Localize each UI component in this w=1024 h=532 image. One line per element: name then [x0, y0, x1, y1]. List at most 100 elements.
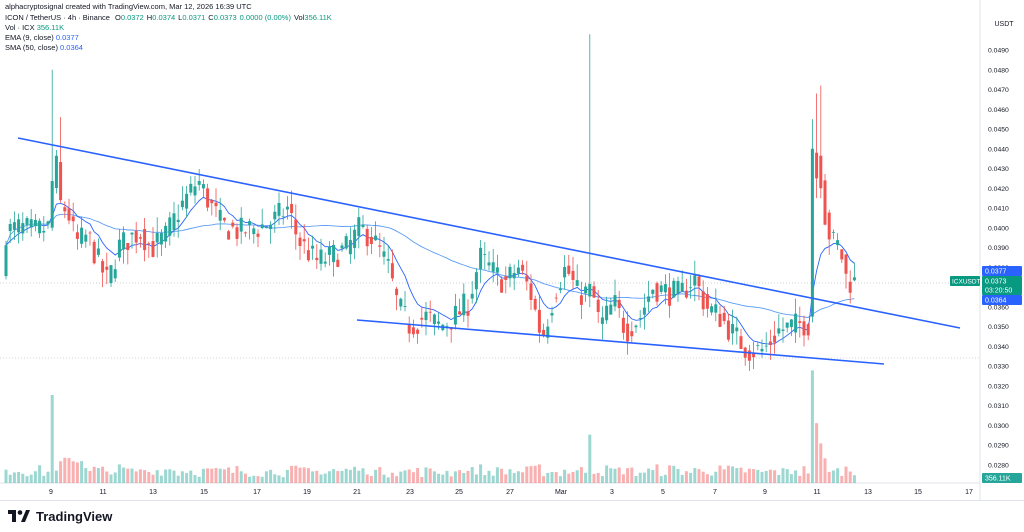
candle-body — [852, 277, 856, 281]
x-tick-label: 15 — [914, 489, 922, 496]
volume-bar — [290, 465, 294, 483]
y-tick-label: 0.0420 — [988, 186, 1009, 193]
volume-bar — [264, 471, 268, 483]
candle-body — [25, 218, 29, 225]
candle-body — [96, 248, 100, 255]
volume-bar — [500, 468, 504, 483]
price-chart[interactable]: USDT 0.0490 0.0480 0.0470 0.0460 0.0450 0.0440… — [0, 0, 1024, 500]
candle-body — [130, 232, 134, 235]
candle-body — [75, 232, 79, 239]
volume-bar — [231, 472, 235, 483]
upper-trendline[interactable] — [17, 137, 961, 329]
volume-bar — [374, 469, 378, 483]
volume-bar — [327, 471, 331, 483]
volume-bar — [840, 475, 844, 483]
candle-body — [273, 211, 277, 220]
x-tick-label: 15 — [200, 489, 208, 496]
volume-bar — [63, 457, 67, 483]
volume-bar — [218, 468, 222, 483]
chart-credit: alphacryptosignal created with TradingVi… — [5, 2, 252, 11]
candle-body — [571, 270, 575, 280]
candle-body — [54, 155, 58, 188]
ohlc-value: 0.0371 — [182, 13, 206, 22]
candle-body — [323, 261, 327, 264]
candle-body — [8, 223, 12, 232]
candle-body — [668, 287, 672, 306]
volume-bar — [269, 469, 273, 483]
volume-bar — [340, 470, 344, 483]
volume-bar — [235, 466, 239, 483]
candle-body — [437, 321, 441, 324]
volume-bar — [302, 467, 306, 483]
volume-bar — [59, 461, 63, 483]
volume-bar — [672, 465, 676, 483]
candle-body — [340, 245, 344, 249]
candle-body — [806, 324, 810, 336]
candle-body — [848, 281, 852, 293]
candle-body — [378, 245, 382, 247]
candle-body — [290, 203, 294, 214]
candle-body — [735, 327, 739, 332]
candle-body — [298, 237, 302, 246]
volume-bar — [571, 471, 575, 483]
volume-bar — [273, 474, 277, 483]
candle-body — [474, 272, 478, 290]
countdown-tag: 03:20:50 — [985, 288, 1012, 295]
volume-bar — [122, 467, 126, 483]
volume-bar — [277, 475, 281, 483]
volume-bar — [306, 468, 310, 483]
candle-body — [588, 283, 592, 297]
volume-bar — [785, 469, 789, 483]
candle-body — [840, 249, 844, 260]
volume-bar — [75, 462, 79, 483]
candle-body — [693, 275, 697, 286]
volume-bar — [298, 467, 302, 483]
price-axis[interactable] — [980, 0, 1024, 500]
volume-bar — [197, 476, 201, 483]
volume-bar — [159, 475, 163, 483]
x-tick-label: 9 — [49, 489, 53, 496]
candle-body — [269, 224, 273, 230]
candle-body — [529, 283, 533, 300]
candle-body — [819, 155, 823, 189]
volume-bar — [80, 461, 84, 483]
candle-body — [185, 193, 189, 209]
candle-body — [579, 295, 583, 305]
y-tick-label: 0.0300 — [988, 423, 1009, 430]
candle-body — [836, 240, 840, 246]
candle-body — [42, 230, 46, 233]
volume-bar — [294, 465, 298, 483]
volume-bar — [794, 470, 798, 483]
candle-body — [147, 243, 151, 245]
volume-bar — [189, 470, 193, 483]
volume-tag-bg — [982, 473, 1022, 483]
tradingview-logo[interactable]: TradingView — [8, 509, 112, 524]
volume-bar — [138, 469, 142, 483]
volume-bar — [722, 469, 726, 483]
candle-body — [651, 289, 655, 294]
volume-bar — [617, 467, 621, 483]
volume-bar — [462, 473, 466, 483]
volume-bar — [542, 476, 546, 483]
volume-bar — [546, 472, 550, 483]
candle-body — [533, 298, 537, 310]
lower-trendline[interactable] — [356, 319, 885, 365]
candle-body — [458, 311, 462, 315]
candle-body — [684, 290, 688, 298]
volume-bar — [117, 464, 121, 483]
candle-body — [386, 259, 390, 261]
candle-body — [470, 293, 474, 299]
volume-bar — [8, 474, 12, 483]
y-tick-label: 0.0410 — [988, 206, 1009, 213]
volume-bar — [411, 472, 415, 483]
volume-bar — [705, 474, 709, 483]
candle-body — [777, 328, 781, 334]
volume-bar — [210, 468, 214, 483]
volume-bar — [508, 469, 512, 483]
candle-body — [361, 224, 365, 227]
volume-bar — [470, 467, 474, 483]
candle-body — [46, 221, 50, 225]
candle-body — [773, 335, 777, 343]
candle-body — [823, 180, 827, 225]
